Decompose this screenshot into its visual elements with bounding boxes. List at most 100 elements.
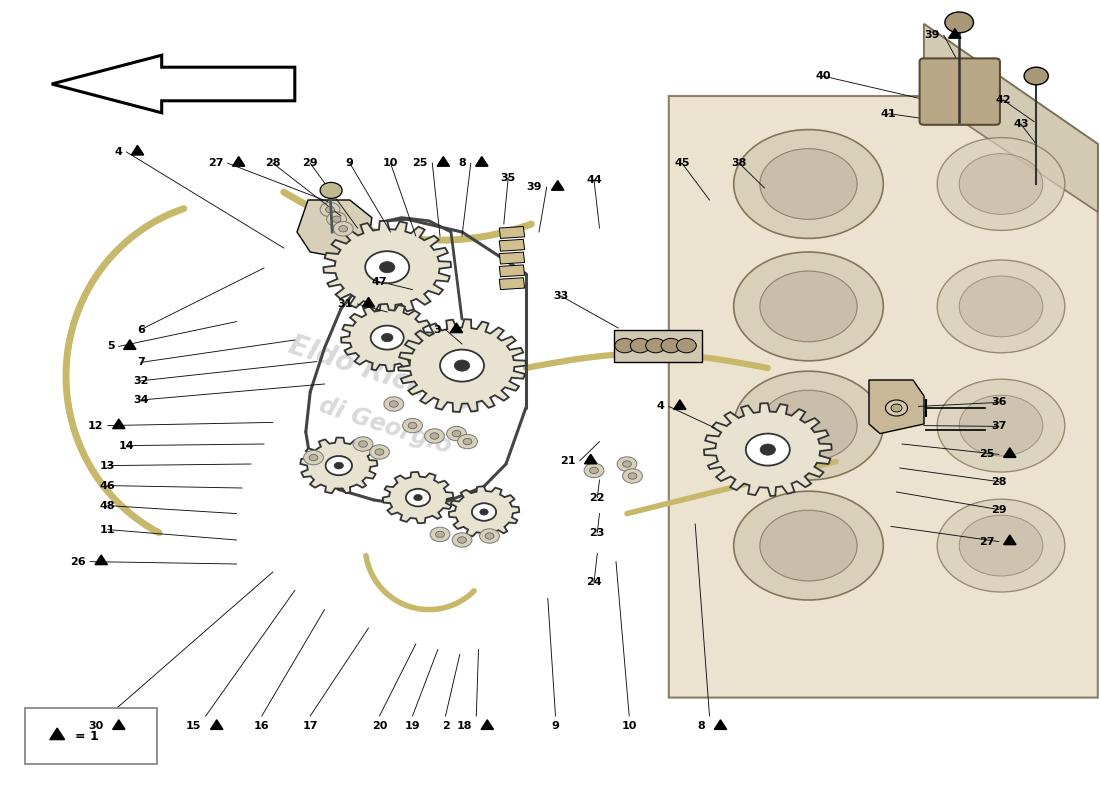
Text: 4: 4: [114, 147, 122, 157]
Text: 31: 31: [338, 299, 353, 309]
Circle shape: [408, 422, 417, 429]
Circle shape: [452, 430, 461, 437]
Polygon shape: [123, 340, 136, 350]
Bar: [499, 226, 525, 238]
Text: 10: 10: [383, 158, 398, 168]
Text: 29: 29: [991, 505, 1006, 514]
Text: 16: 16: [254, 722, 270, 731]
Text: 28: 28: [991, 477, 1006, 486]
Circle shape: [617, 457, 637, 471]
Circle shape: [676, 338, 696, 353]
Circle shape: [365, 251, 409, 283]
FancyBboxPatch shape: [920, 58, 1000, 125]
Circle shape: [327, 212, 346, 226]
Circle shape: [959, 154, 1043, 214]
Circle shape: [375, 449, 384, 455]
Circle shape: [760, 390, 857, 461]
Circle shape: [389, 401, 398, 407]
Circle shape: [937, 138, 1065, 230]
Text: 21: 21: [560, 456, 575, 466]
Text: 25: 25: [412, 158, 428, 168]
Text: 34: 34: [133, 395, 148, 405]
Circle shape: [485, 533, 494, 539]
Text: 17: 17: [302, 722, 318, 731]
Polygon shape: [869, 380, 924, 434]
Text: 47: 47: [372, 277, 387, 286]
Text: 8: 8: [697, 722, 705, 731]
Polygon shape: [449, 486, 519, 538]
Polygon shape: [95, 555, 108, 565]
Circle shape: [760, 444, 775, 455]
Bar: [499, 252, 525, 264]
Circle shape: [447, 426, 466, 441]
Polygon shape: [323, 221, 451, 314]
Polygon shape: [50, 728, 65, 739]
Polygon shape: [714, 720, 727, 730]
Circle shape: [734, 130, 883, 238]
Text: 7: 7: [136, 358, 145, 367]
Polygon shape: [362, 298, 375, 307]
Text: 39: 39: [924, 30, 939, 40]
Circle shape: [937, 260, 1065, 353]
Circle shape: [959, 395, 1043, 456]
Text: 15: 15: [186, 722, 201, 731]
Circle shape: [628, 473, 637, 479]
Circle shape: [463, 438, 472, 445]
Text: 27: 27: [979, 537, 994, 546]
Circle shape: [406, 489, 430, 506]
Circle shape: [458, 537, 466, 543]
Circle shape: [734, 252, 883, 361]
Polygon shape: [481, 720, 494, 730]
Circle shape: [414, 494, 422, 501]
Circle shape: [623, 461, 631, 467]
Text: 19: 19: [405, 722, 420, 731]
Circle shape: [891, 404, 902, 412]
Circle shape: [454, 360, 470, 371]
Polygon shape: [112, 419, 125, 429]
Polygon shape: [210, 720, 223, 730]
Circle shape: [959, 276, 1043, 337]
Text: di Georgio: di Georgio: [316, 393, 454, 458]
Text: 38: 38: [732, 158, 747, 168]
Circle shape: [1024, 67, 1048, 85]
Text: 42: 42: [996, 95, 1011, 105]
Text: 3: 3: [433, 325, 441, 334]
Polygon shape: [924, 24, 1098, 212]
Text: 40: 40: [815, 71, 830, 81]
Circle shape: [326, 206, 334, 213]
Circle shape: [472, 503, 496, 521]
Circle shape: [332, 216, 341, 222]
Polygon shape: [112, 720, 125, 730]
Polygon shape: [1003, 448, 1016, 458]
Circle shape: [623, 469, 642, 483]
Polygon shape: [948, 29, 961, 38]
Circle shape: [353, 437, 373, 451]
Text: 27: 27: [208, 158, 223, 168]
Bar: [499, 265, 525, 277]
Text: 24: 24: [586, 578, 602, 587]
Circle shape: [370, 445, 389, 459]
Text: 29: 29: [302, 158, 318, 168]
Bar: [499, 278, 525, 290]
Polygon shape: [383, 472, 453, 523]
Text: 6: 6: [136, 325, 145, 334]
Circle shape: [615, 338, 635, 353]
Circle shape: [458, 434, 477, 449]
Circle shape: [359, 441, 367, 447]
Text: 33: 33: [553, 291, 569, 301]
Circle shape: [584, 463, 604, 478]
Text: 25: 25: [979, 450, 994, 459]
Polygon shape: [704, 403, 832, 496]
Circle shape: [339, 226, 348, 232]
Polygon shape: [450, 323, 463, 333]
Circle shape: [334, 462, 343, 469]
Circle shape: [430, 527, 450, 542]
Circle shape: [333, 222, 353, 236]
Text: 39: 39: [527, 182, 542, 192]
Polygon shape: [1003, 535, 1016, 545]
Circle shape: [945, 12, 974, 33]
Circle shape: [480, 529, 499, 543]
Text: 14: 14: [119, 441, 134, 450]
Circle shape: [886, 400, 907, 416]
Circle shape: [734, 371, 883, 480]
